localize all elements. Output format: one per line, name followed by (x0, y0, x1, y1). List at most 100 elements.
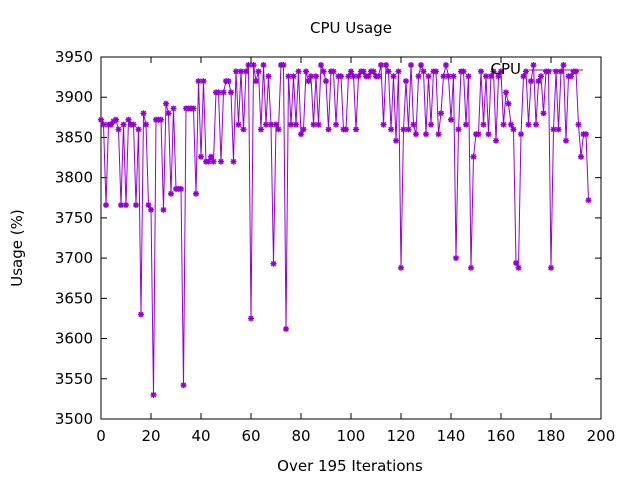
data-point (230, 158, 237, 165)
data-point (393, 137, 399, 144)
axis-ticks: 0 20 40 60 80 100 120 140 160 180 200 3500 3550 3600 3… (55, 48, 616, 445)
data-point (168, 190, 174, 197)
data-point (388, 126, 394, 133)
data-point (140, 110, 147, 117)
data-point (395, 68, 402, 75)
y-tick-label: 3900 (55, 88, 93, 106)
data-point (310, 121, 317, 128)
data-point (260, 62, 267, 69)
data-point (463, 121, 469, 128)
data-point (225, 78, 232, 85)
data-point (360, 68, 367, 75)
data-point (235, 121, 242, 128)
x-tick-label: 40 (191, 427, 210, 445)
data-point (268, 121, 274, 128)
data-point (433, 68, 439, 75)
data-point (535, 78, 542, 85)
data-point (453, 255, 459, 262)
data-point (405, 126, 412, 133)
data-point (530, 62, 537, 69)
data-point (253, 78, 259, 85)
data-point (578, 153, 584, 160)
data-point (108, 121, 114, 128)
data-point (245, 62, 252, 69)
data-point (343, 126, 349, 133)
data-point (443, 62, 449, 69)
data-point (468, 264, 474, 271)
x-tick-label: 0 (96, 427, 106, 445)
x-tick-label: 20 (141, 427, 160, 445)
data-point (528, 78, 534, 85)
x-tick-label: 180 (537, 427, 566, 445)
data-point (198, 153, 204, 160)
data-point (403, 78, 409, 85)
legend: CPU (491, 60, 583, 78)
data-point (503, 89, 509, 96)
y-tick-label: 3500 (55, 410, 93, 428)
data-point (280, 62, 287, 69)
data-point (270, 260, 277, 267)
data-point (435, 131, 442, 138)
data-point (540, 110, 547, 117)
data-point (538, 73, 544, 80)
data-point (160, 206, 167, 213)
data-point (290, 73, 297, 80)
data-point (438, 110, 444, 117)
data-point (375, 73, 382, 80)
x-tick-label: 200 (587, 427, 616, 445)
data-point (283, 325, 289, 332)
data-point (275, 126, 282, 133)
data-point (585, 197, 592, 204)
data-point (515, 264, 522, 271)
series-line-cpu (100, 63, 589, 395)
data-point (560, 62, 567, 69)
data-point (193, 190, 199, 197)
data-point (445, 73, 452, 80)
data-point (258, 126, 264, 133)
data-point (390, 73, 397, 80)
data-point (345, 73, 352, 80)
data-point (460, 68, 467, 75)
data-point (545, 68, 552, 75)
data-point (210, 158, 217, 165)
data-point (370, 68, 377, 75)
data-point (150, 391, 157, 398)
data-point (425, 73, 432, 80)
data-point (305, 78, 312, 85)
data-point (558, 68, 564, 75)
data-point (440, 73, 447, 80)
data-point (238, 68, 244, 75)
data-point (323, 78, 329, 85)
data-point (320, 68, 327, 75)
data-point (233, 68, 239, 75)
data-point (163, 100, 169, 107)
data-point (243, 68, 249, 75)
data-point (100, 121, 107, 128)
data-point (318, 62, 324, 69)
data-point (488, 73, 494, 80)
data-point (353, 126, 359, 133)
data-point (118, 202, 124, 209)
y-tick-label: 3750 (55, 209, 93, 227)
data-point (523, 68, 529, 75)
data-point (125, 116, 132, 123)
data-point (513, 259, 519, 266)
data-point (333, 121, 339, 128)
data-point (505, 100, 512, 107)
data-point (288, 121, 294, 128)
data-point (200, 78, 207, 85)
data-point (123, 202, 129, 209)
data-point (263, 121, 269, 128)
data-point (348, 68, 354, 75)
x-axis-label: Over 195 Iterations (277, 457, 423, 475)
data-point (410, 121, 417, 128)
data-point (455, 126, 462, 133)
data-point (250, 62, 257, 69)
data-point (420, 68, 427, 75)
data-point (470, 153, 477, 160)
data-point (350, 73, 357, 80)
data-point (365, 73, 372, 80)
x-tick-label: 140 (437, 427, 466, 445)
data-point (485, 131, 492, 138)
